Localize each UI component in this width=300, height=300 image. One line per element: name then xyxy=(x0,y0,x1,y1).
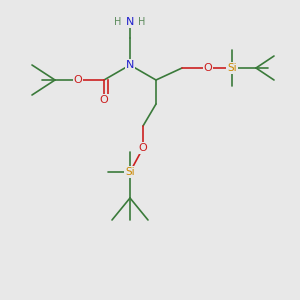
Text: N: N xyxy=(126,17,134,27)
Text: N: N xyxy=(126,60,134,70)
Text: H: H xyxy=(114,17,122,27)
Text: Si: Si xyxy=(125,167,135,177)
Text: O: O xyxy=(139,143,147,153)
Text: H: H xyxy=(138,17,146,27)
Text: O: O xyxy=(100,95,108,105)
Text: Si: Si xyxy=(227,63,237,73)
Text: O: O xyxy=(204,63,212,73)
Text: O: O xyxy=(74,75,82,85)
